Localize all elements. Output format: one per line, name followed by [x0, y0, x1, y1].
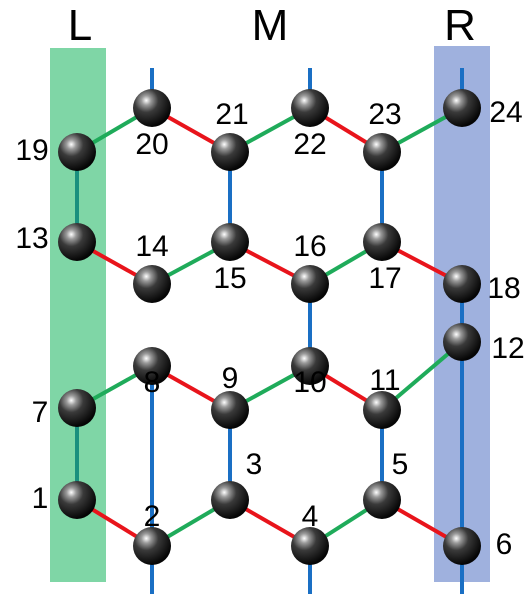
atom-node-11 — [363, 391, 401, 429]
node-label-11: 11 — [369, 364, 400, 397]
node-label-14: 14 — [135, 230, 168, 263]
atom-node-2 — [133, 527, 171, 565]
left-region-label: L — [68, 1, 92, 50]
node-label-24: 24 — [489, 96, 522, 129]
node-label-8: 8 — [144, 366, 161, 399]
atom-node-22 — [291, 89, 329, 127]
node-label-21: 21 — [215, 98, 248, 131]
node-label-2: 2 — [144, 500, 161, 533]
node-label-5: 5 — [392, 448, 409, 481]
node-label-6: 6 — [496, 528, 513, 561]
atom-node-15 — [211, 223, 249, 261]
atom-node-9 — [211, 391, 249, 429]
atom-node-16 — [291, 265, 329, 303]
atom-node-4 — [291, 527, 329, 565]
right-region-label: R — [444, 1, 476, 50]
node-label-15: 15 — [213, 262, 246, 295]
atom-node-17 — [363, 223, 401, 261]
node-label-17: 17 — [368, 262, 401, 295]
atom-node-3 — [211, 481, 249, 519]
atom-node-12 — [443, 323, 481, 361]
atom-node-13 — [58, 223, 96, 261]
node-label-22: 22 — [293, 128, 326, 161]
node-label-3: 3 — [246, 448, 263, 481]
atom-node-20 — [133, 89, 171, 127]
node-label-1: 1 — [32, 482, 49, 515]
atom-node-18 — [443, 265, 481, 303]
node-label-20: 20 — [135, 128, 168, 161]
node-label-7: 7 — [32, 396, 49, 429]
node-label-13: 13 — [15, 222, 48, 255]
node-label-4: 4 — [302, 500, 319, 533]
atom-node-24 — [443, 89, 481, 127]
atom-node-21 — [211, 133, 249, 171]
node-label-12: 12 — [491, 332, 524, 365]
nodes-layer — [58, 89, 481, 565]
atom-node-19 — [58, 133, 96, 171]
atom-node-8 — [133, 347, 171, 385]
node-label-19: 19 — [15, 134, 48, 167]
node-label-18: 18 — [487, 272, 520, 305]
node-label-16: 16 — [293, 230, 326, 263]
atom-node-5 — [363, 481, 401, 519]
atom-node-1 — [58, 481, 96, 519]
atom-node-14 — [133, 265, 171, 303]
node-label-10: 10 — [293, 366, 326, 399]
atom-node-6 — [443, 527, 481, 565]
node-label-9: 9 — [222, 362, 239, 395]
middle-region-label: M — [252, 1, 289, 50]
node-label-23: 23 — [368, 98, 401, 131]
atom-node-23 — [363, 133, 401, 171]
atom-node-10 — [291, 347, 329, 385]
atom-node-7 — [58, 389, 96, 427]
